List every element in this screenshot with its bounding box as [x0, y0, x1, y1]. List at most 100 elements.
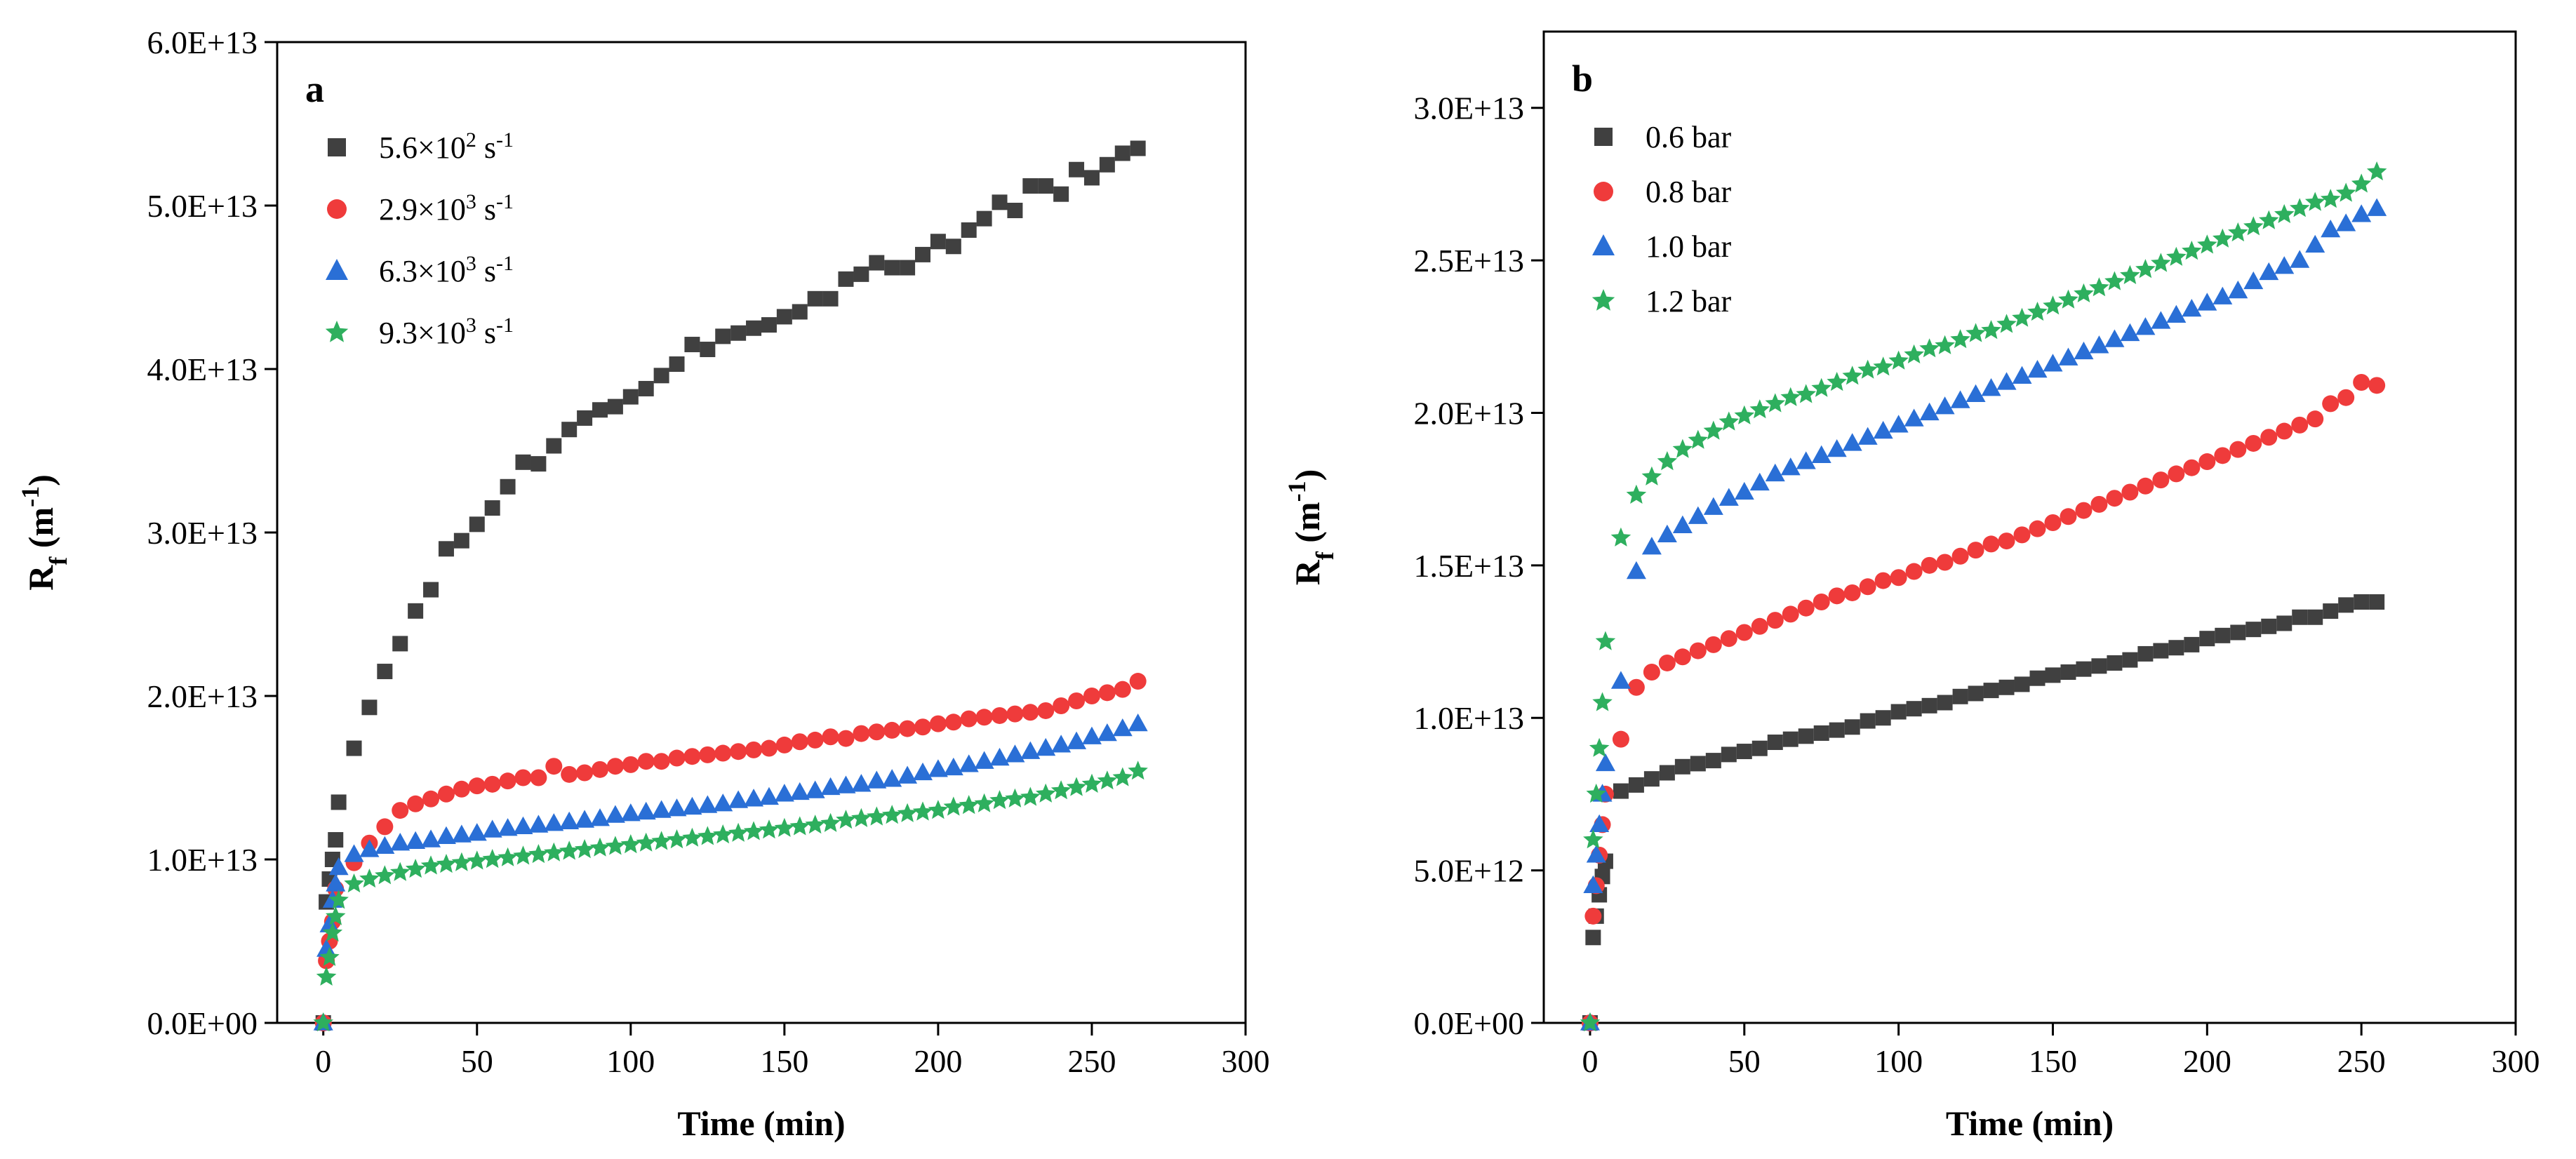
data-point — [328, 832, 344, 848]
data-point — [668, 749, 686, 767]
data-point — [653, 753, 670, 770]
data-point — [1703, 497, 1723, 515]
legend-entry: 1.0 bar — [1646, 229, 1732, 264]
data-point — [515, 454, 531, 470]
data-point — [1036, 737, 1056, 756]
data-point — [1766, 612, 1784, 629]
legend-entry-part: 1.0 bar — [1646, 229, 1732, 264]
data-point — [700, 342, 716, 358]
data-point — [1734, 405, 1755, 424]
data-point — [1734, 481, 1754, 500]
data-point — [2074, 341, 2094, 360]
data-point — [528, 815, 549, 833]
data-point — [1613, 783, 1629, 799]
data-point — [2074, 283, 2094, 302]
legend-marker — [1592, 234, 1615, 255]
data-point — [2058, 289, 2078, 309]
x-tick-label: 250 — [2337, 1043, 2386, 1079]
data-point — [2229, 441, 2247, 458]
data-point — [699, 746, 716, 763]
legend-entry: 6.3×103 s-1 — [379, 252, 514, 289]
data-point — [622, 756, 639, 773]
y-tick-label: 5.0E+13 — [147, 188, 258, 224]
y-axis-title-part: R — [21, 565, 60, 591]
data-point — [1735, 624, 1753, 641]
legend-entry-part: s — [476, 130, 496, 165]
data-point — [2336, 213, 2356, 232]
legend-entry-part: 0.8 bar — [1646, 175, 1732, 209]
data-point — [822, 290, 839, 307]
data-point — [976, 210, 992, 227]
legend-entry: 5.6×102 s-1 — [379, 128, 514, 166]
data-point — [2274, 256, 2295, 274]
data-point — [714, 744, 732, 762]
data-point — [405, 859, 426, 878]
data-point — [1643, 771, 1660, 787]
x-tick-label: 50 — [461, 1043, 493, 1079]
data-point — [2245, 622, 2262, 638]
data-point — [2321, 219, 2341, 238]
data-point — [408, 603, 424, 619]
y-axis-title-part: -1 — [1283, 481, 1311, 502]
data-point — [2290, 250, 2310, 268]
data-point — [559, 840, 580, 860]
panel-letter: a — [305, 68, 324, 110]
y-axis-title: Rf (m-1) — [1283, 469, 1339, 586]
data-point — [2106, 490, 2123, 507]
data-point — [775, 736, 793, 753]
legend-marker — [1594, 128, 1613, 146]
data-point — [1765, 393, 1785, 413]
data-point — [467, 850, 487, 870]
data-point — [2259, 262, 2279, 281]
data-point — [1083, 170, 1100, 186]
data-point — [1627, 678, 1645, 696]
data-point — [881, 805, 902, 824]
legend-entry-part: 0.6 bar — [1646, 120, 1732, 154]
data-point — [1966, 323, 1986, 342]
legend-entry-part: 5.6×10 — [379, 130, 466, 165]
data-point — [820, 777, 841, 796]
data-point — [1657, 524, 1677, 543]
data-point — [1981, 320, 2001, 340]
data-point — [1827, 438, 1847, 457]
panel-b: 0 50 100 150 200 250 300 0.0E+00 5.0E+12 1.0E+13 1… — [1283, 30, 2540, 1143]
data-point — [498, 818, 518, 836]
data-point — [2137, 645, 2154, 662]
data-point — [2027, 302, 2048, 321]
data-point — [992, 194, 1008, 210]
panel-letter: b — [1572, 58, 1593, 100]
data-point — [667, 798, 687, 817]
data-point — [636, 832, 656, 852]
y-tick-label: 1.5E+13 — [1413, 548, 1524, 584]
data-point — [2243, 216, 2264, 236]
data-point — [1595, 753, 1615, 772]
data-point — [1114, 681, 1131, 698]
data-point — [2184, 636, 2200, 652]
data-point — [1721, 746, 1737, 763]
data-point — [2307, 609, 2323, 625]
data-point — [2290, 198, 2310, 217]
data-point — [1827, 372, 1847, 391]
data-point — [2153, 643, 2169, 659]
data-point — [344, 873, 364, 893]
data-point — [2260, 429, 2278, 446]
data-point — [1007, 202, 1023, 218]
data-point — [1688, 429, 1709, 449]
data-point — [467, 823, 487, 841]
data-point — [1585, 930, 1601, 946]
legend-entry: 0.8 bar — [1646, 175, 1732, 209]
y-axis-title-part: f — [1311, 551, 1339, 560]
data-point — [928, 759, 948, 777]
data-point — [1022, 178, 1039, 194]
data-point — [884, 260, 900, 276]
data-point — [2322, 395, 2340, 413]
data-point — [1950, 390, 1970, 408]
data-point — [1843, 584, 1861, 601]
data-point — [2243, 271, 2264, 290]
data-point — [698, 826, 718, 845]
data-point — [2182, 241, 2202, 260]
legend-entry: 2.9×103 s-1 — [379, 190, 514, 227]
data-point — [2044, 514, 2062, 531]
data-point — [759, 786, 779, 805]
x-tick-label: 0 — [1582, 1043, 1598, 1079]
